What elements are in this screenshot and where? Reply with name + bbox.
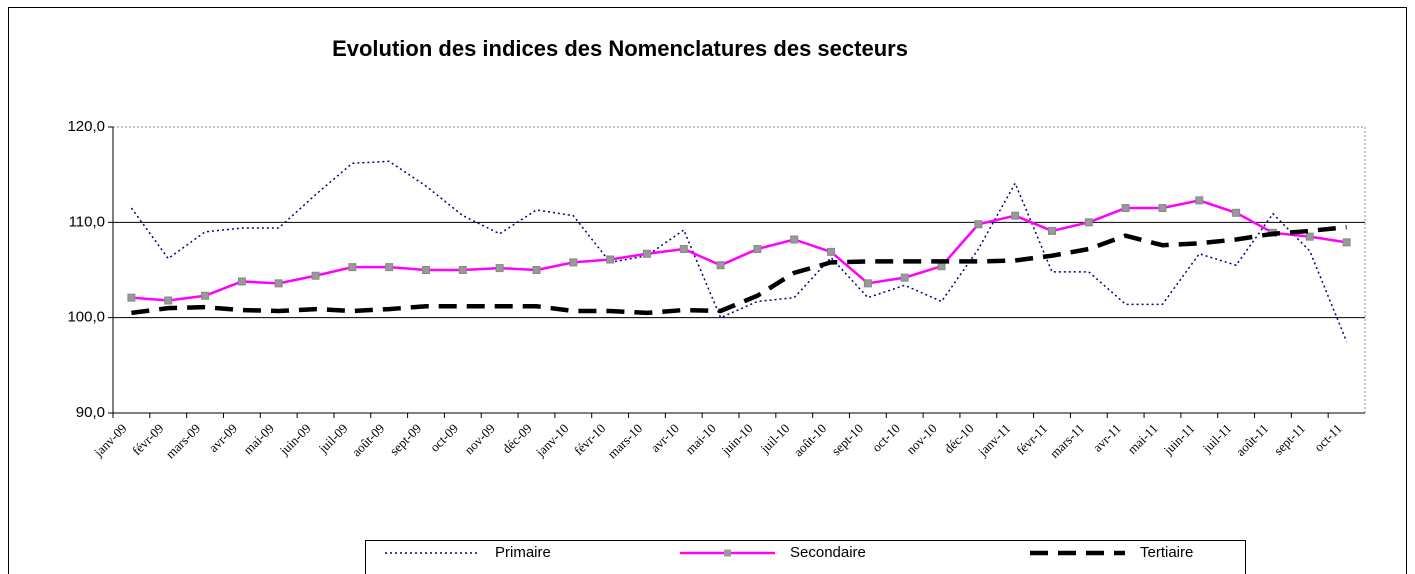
y-tick-label: 100,0 [67,309,105,326]
point-marker [900,273,909,282]
point-marker [1195,196,1204,205]
point-marker [1342,238,1351,247]
point-marker [606,255,615,264]
series-line [131,199,1347,302]
point-marker [1158,204,1167,213]
series-line [131,224,1347,316]
point-marker [1048,226,1056,235]
point-marker [1305,232,1314,241]
point-marker [790,235,799,244]
y-tick-label: 90,0 [76,404,105,421]
point-marker [863,279,872,288]
point-marker [679,245,688,254]
point-marker [716,261,725,270]
point-marker [458,266,467,274]
point-marker [164,296,173,305]
legend-label: Tertiaire [1140,544,1193,561]
y-tick-label: 110,0 [69,213,105,230]
point-marker [495,264,504,273]
point-marker [127,293,136,302]
point-marker [1084,218,1093,227]
point-marker [753,245,762,254]
point-marker [569,258,578,267]
legend [365,540,1246,574]
point-marker [642,249,651,258]
series-line [130,160,1348,342]
point-marker [1121,204,1130,213]
point-marker [974,220,983,229]
point-marker [237,277,246,286]
point-marker [827,247,836,256]
point-marker [201,291,210,300]
point-marker [532,266,541,274]
point-marker [1232,208,1241,217]
point-marker [274,279,283,288]
chart-title: Evolution des indices des Nomenclatures … [332,36,908,61]
point-marker [385,263,394,272]
legend-label: Secondaire [790,544,866,561]
point-marker [1011,211,1020,220]
point-marker [348,263,357,272]
point-marker [422,266,430,274]
legend-marker [724,549,731,557]
chart-border [8,7,1407,574]
point-marker [311,271,320,280]
legend-label: Primaire [495,544,551,561]
point-marker [937,262,946,271]
y-tick-label: 120,0 [67,118,105,135]
